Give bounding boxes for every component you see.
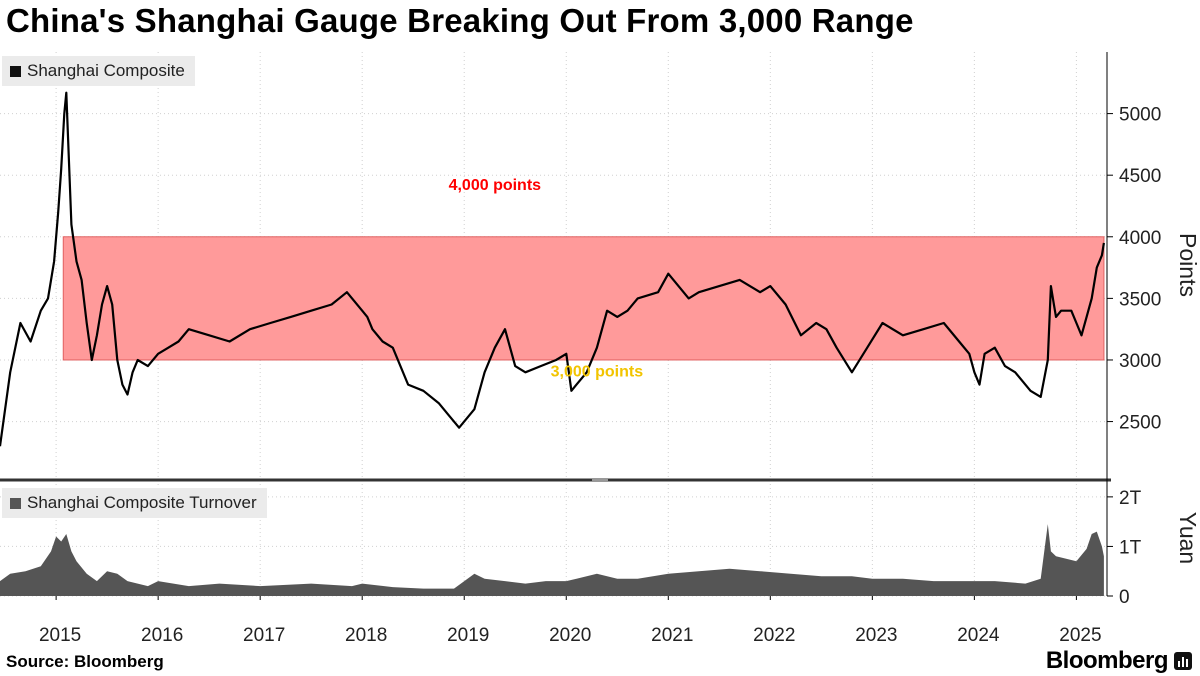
legend-turnover-label: Shanghai Composite Turnover xyxy=(27,493,257,512)
price-line xyxy=(0,91,1105,447)
y-axis-title: Yuan xyxy=(1175,512,1200,564)
x-tick-label: 2017 xyxy=(243,625,285,646)
x-tick-label: 2025 xyxy=(1059,625,1101,646)
y-tick-label: 3000 xyxy=(1119,351,1161,372)
y-tick-label: 5000 xyxy=(1119,105,1161,126)
y-tick-label: 0 xyxy=(1119,587,1130,608)
chart-title: China's Shanghai Gauge Breaking Out From… xyxy=(6,2,914,39)
x-tick-label: 2020 xyxy=(549,625,591,646)
y-tick-label: 3500 xyxy=(1119,289,1161,310)
axes xyxy=(0,52,1113,600)
y-tick-label: 4500 xyxy=(1119,166,1161,187)
y-tick-label: 2T xyxy=(1119,488,1142,509)
range-band xyxy=(62,236,1105,361)
x-tick-label: 2021 xyxy=(651,625,693,646)
x-tick-label: 2015 xyxy=(39,625,81,646)
legend-price-label: Shanghai Composite xyxy=(27,61,185,80)
legend-price: Shanghai Composite xyxy=(2,56,195,86)
legend-swatch xyxy=(10,497,21,509)
source-note: Source: Bloomberg xyxy=(6,652,164,671)
bar-chart-icon xyxy=(1174,652,1192,670)
y-axis-title: Points xyxy=(1175,233,1200,297)
x-tick-label: 2016 xyxy=(141,625,183,646)
y-tick-label: 2500 xyxy=(1119,413,1161,434)
turnover-area xyxy=(0,524,1104,596)
panel-resize-handle xyxy=(592,478,608,482)
y-tick-label: 4000 xyxy=(1119,228,1161,249)
x-tick-label: 2024 xyxy=(957,625,1000,646)
band-annotation: 3,000 points xyxy=(551,364,644,381)
turnover-series xyxy=(0,524,1104,596)
tick-labels: 2500 3000 3500 4000 4500 5000 0 1T 2T 2015 2016 201… xyxy=(39,105,1200,646)
brand-logo: Bloomberg xyxy=(1045,647,1169,674)
x-tick-label: 2018 xyxy=(345,625,387,646)
price-series xyxy=(0,91,1105,447)
y-tick-label: 1T xyxy=(1119,537,1142,558)
x-tick-label: 2019 xyxy=(447,625,489,646)
band-annotation: 4,000 points xyxy=(449,177,542,194)
x-tick-label: 2022 xyxy=(753,625,795,646)
x-tick-label: 2023 xyxy=(855,625,897,646)
legend-turnover: Shanghai Composite Turnover xyxy=(2,488,267,518)
legend-swatch xyxy=(10,65,21,77)
range-band-rect xyxy=(62,236,1105,361)
